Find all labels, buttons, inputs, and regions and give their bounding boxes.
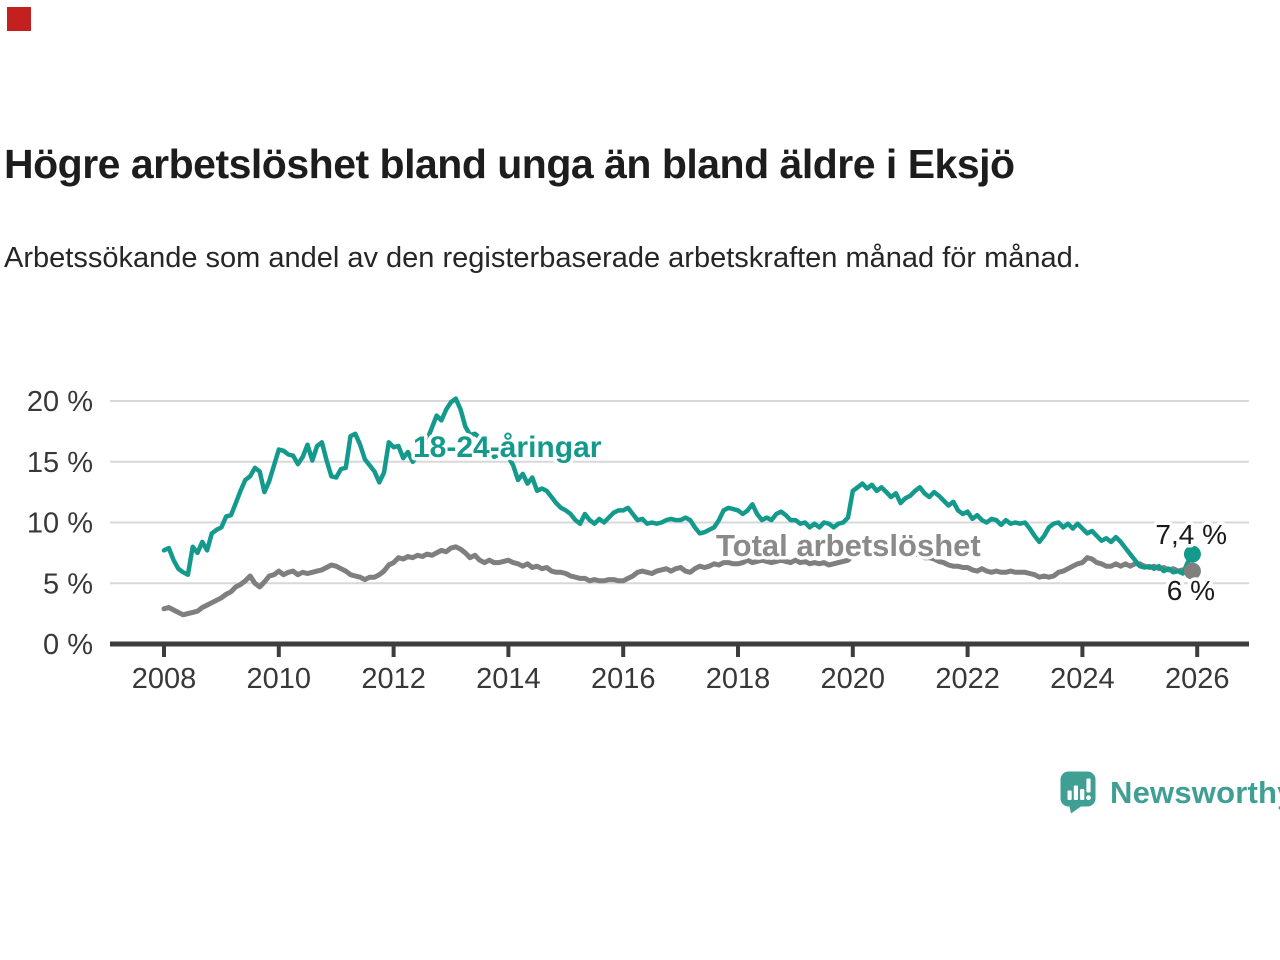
series-line xyxy=(161,396,1195,577)
x-tick-label: 2026 xyxy=(1165,663,1230,695)
x-tick-label: 2020 xyxy=(821,663,886,695)
x-tick-label: 2012 xyxy=(361,663,426,695)
end-value-label: 7,4 % xyxy=(1155,519,1227,550)
series-endpoint-dot xyxy=(1183,545,1201,563)
x-tick-label: 2010 xyxy=(247,663,312,695)
y-tick-label: 20 % xyxy=(27,386,93,418)
series-label: 18-24-åringar xyxy=(413,431,602,464)
newsworthy-logo: Newsworthy xyxy=(1060,769,1280,817)
x-tick-label: 2008 xyxy=(132,663,197,695)
newsworthy-wordmark: Newsworthy xyxy=(1110,775,1280,810)
series-label: Total arbetslöshet xyxy=(716,528,981,563)
recording-indicator xyxy=(7,7,31,31)
series-line xyxy=(161,543,1195,618)
y-tick-label: 15 % xyxy=(27,447,93,479)
x-tick-label: 2022 xyxy=(935,663,1000,695)
x-tick-label: 2018 xyxy=(706,663,771,695)
chart-subtitle: Arbetssökande som andel av den registerb… xyxy=(4,242,1081,274)
chart-title: Högre arbetslöshet bland unga än bland ä… xyxy=(4,141,1015,187)
newsworthy-bar-chart-bubble-icon xyxy=(1060,771,1096,814)
y-tick-label: 0 % xyxy=(43,629,93,661)
y-tick-label: 5 % xyxy=(43,568,93,600)
y-tick-label: 10 % xyxy=(27,508,93,540)
x-tick-label: 2024 xyxy=(1050,663,1115,695)
x-tick-label: 2014 xyxy=(476,663,541,695)
end-value-label: 6 % xyxy=(1167,575,1215,606)
series-endpoint-dot xyxy=(1183,562,1201,580)
x-tick-label: 2016 xyxy=(591,663,656,695)
